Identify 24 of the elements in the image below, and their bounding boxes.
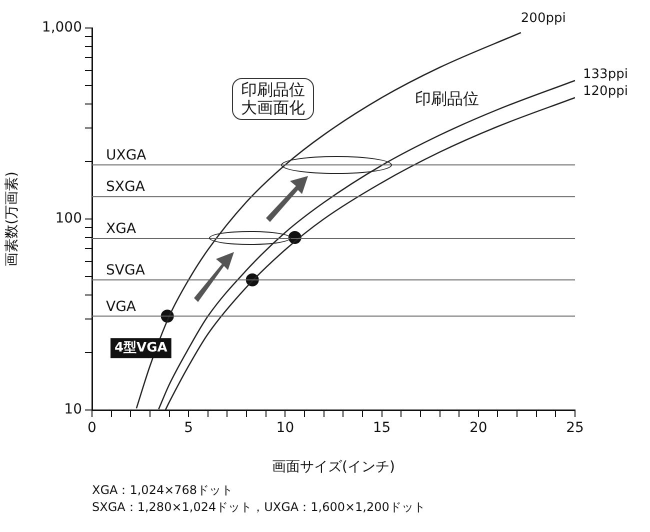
- ref-line-label: XGA: [106, 221, 136, 238]
- ref-line-label: SVGA: [106, 262, 146, 279]
- x-axis-title: 画面サイズ(インチ): [272, 459, 395, 476]
- x-tick-label: 20: [469, 420, 488, 436]
- annotation: 印刷品位大画面化: [232, 78, 314, 120]
- y-tick-label: 10: [64, 402, 82, 418]
- text: XGA：1,024×768ドット: [92, 482, 234, 499]
- x-tick-label: 0: [88, 420, 96, 436]
- x-tick-label: 5: [184, 420, 194, 436]
- y-axis-title: 画素数(万画素): [4, 172, 20, 266]
- x-tick-label: 10: [276, 420, 294, 436]
- series-label: 133ppi: [583, 66, 628, 82]
- y-tick-label: 1,000: [42, 20, 82, 36]
- annotation: 4型VGA: [114, 340, 168, 356]
- ref-line-label: VGA: [106, 298, 136, 315]
- annotation: 印刷品位: [415, 89, 479, 110]
- series-label: 120ppi: [583, 84, 628, 99]
- x-tick-label: 15: [372, 420, 391, 436]
- x-tick-label: 25: [566, 420, 584, 436]
- text: SXGA：1,280×1,024ドット，UXGA：1,600×1,200ドット: [92, 499, 426, 516]
- ref-line-label: UXGA: [106, 148, 147, 164]
- y-tick-label: 100: [55, 210, 82, 227]
- series-label: 200ppi: [520, 10, 566, 26]
- ref-line-label: SXGA: [106, 179, 146, 196]
